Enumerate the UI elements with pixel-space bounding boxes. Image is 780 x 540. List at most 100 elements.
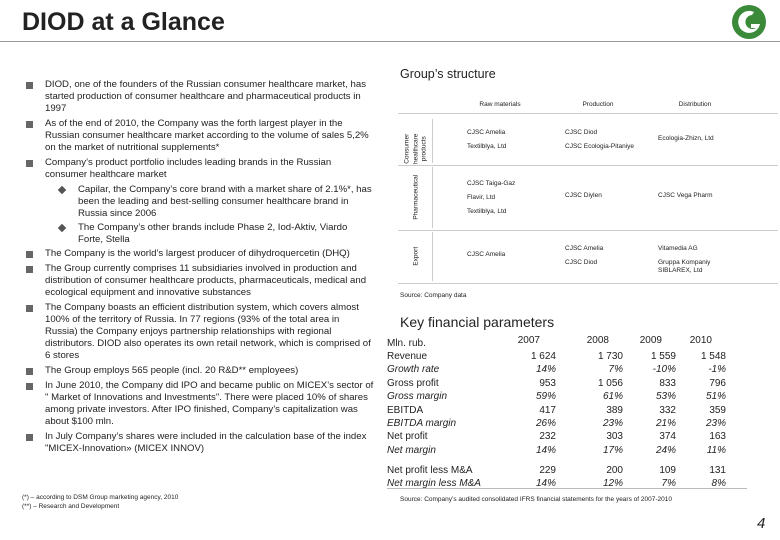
divider — [398, 283, 778, 284]
company: CJSC Diylen — [565, 191, 602, 199]
bullet-text: The Group currently comprises 11 subsidi… — [45, 263, 367, 298]
row-label: Gross profit — [387, 377, 439, 389]
bullet: The Company boasts an efficient distribu… — [22, 302, 374, 362]
cell: 61% — [602, 391, 623, 403]
year: 2008 — [586, 335, 609, 346]
cell: 1 730 — [597, 351, 623, 362]
sub-bullet: Capilar, the Company’s core brand with a… — [52, 184, 374, 220]
bullet-marker — [26, 266, 33, 273]
cell: 953 — [539, 377, 556, 389]
bullet: The Group employs 565 people (incl. 20 R… — [22, 365, 374, 377]
bullet-text: The Company is the world’s largest produ… — [45, 248, 350, 259]
company: Vitamedia AG — [658, 244, 698, 252]
row-label: Net margin less M&A — [387, 478, 481, 490]
bullet-marker — [26, 434, 33, 441]
cell: 7% — [661, 478, 676, 490]
financials-source: Source: Company’s audited consolidated I… — [400, 496, 672, 503]
sub-bullet-text: Capilar, the Company’s core brand with a… — [78, 184, 372, 219]
row-label: Net margin — [387, 444, 436, 456]
rule — [387, 488, 747, 489]
cell: 374 — [659, 431, 676, 443]
bullet-text: In July Company’s shares were included i… — [45, 431, 367, 454]
bullet-marker — [26, 368, 33, 375]
divider — [398, 165, 778, 166]
bullet-text: The Company boasts an efficient distribu… — [45, 302, 371, 361]
cell: 23% — [602, 418, 623, 429]
cell: 131 — [709, 465, 726, 476]
cell: 14% — [535, 444, 556, 456]
cell: 303 — [606, 431, 623, 443]
row-divider — [432, 167, 433, 228]
bullet: In June 2010, the Company did IPO and be… — [22, 380, 374, 428]
cell: -1% — [708, 364, 726, 376]
company: CJSC Ecologia-Pitaniye — [565, 143, 635, 150]
row-label: Growth rate — [387, 364, 440, 376]
unit-label: Mln. rub. — [387, 338, 426, 349]
company: CJSC Vega Pharm — [658, 191, 713, 199]
cell: 17% — [602, 444, 623, 456]
company: Textilblya, Ltd — [467, 207, 507, 215]
divider — [398, 230, 778, 231]
title: DIOD at a Glance — [22, 8, 225, 36]
bullet: DIOD, one of the founders of the Russian… — [22, 79, 374, 115]
cell: 14% — [535, 478, 556, 490]
cell: 14% — [535, 364, 556, 376]
bullet-text: The Group employs 565 people (incl. 20 R… — [45, 365, 299, 376]
row-label: Export — [411, 246, 419, 266]
cell: 1 559 — [650, 351, 676, 362]
sub-bullet-marker — [57, 223, 67, 233]
cell: 21% — [655, 418, 676, 429]
structure-source: Source: Company data — [400, 292, 467, 299]
sub-bullet-text: The Company’s other brands include Phase… — [78, 222, 348, 245]
cell: 24% — [655, 444, 676, 456]
company: CJSC Taiga-Gaz — [467, 179, 516, 187]
row-label: EBITDA — [387, 404, 424, 416]
cell: 200 — [606, 465, 623, 476]
cell: 1 548 — [700, 351, 726, 362]
bullet-marker — [26, 251, 33, 258]
cell: 26% — [535, 418, 556, 429]
bullet-marker — [26, 82, 33, 89]
bullet: As of the end of 2010, the Company was t… — [22, 118, 374, 154]
cell: 332 — [659, 404, 676, 416]
cell: 109 — [659, 465, 676, 476]
sub-bullet-marker — [57, 185, 67, 195]
cell: 417 — [539, 404, 556, 416]
cell: 11% — [706, 444, 726, 456]
company: CJSC Amelia — [467, 250, 506, 258]
company: CJSC Amelia — [467, 129, 506, 136]
cell: 8% — [711, 478, 726, 490]
row-label: Net profit less M&A — [387, 465, 473, 476]
column-header: Production — [582, 101, 614, 108]
sub-bullet: The Company’s other brands include Phase… — [52, 222, 374, 246]
column-header: Raw materials — [479, 101, 521, 108]
footnote: (**) – Research and Development — [22, 503, 120, 510]
row-label: Revenue — [387, 351, 428, 362]
row-label: Pharmaceutical — [411, 174, 419, 220]
title-rule — [0, 41, 780, 42]
financials-title: Key financial parameters — [400, 314, 555, 330]
bullet: The Company is the world’s largest produ… — [22, 248, 374, 260]
bullet-list: DIOD, one of the founders of the Russian… — [22, 79, 374, 458]
cell: 53% — [655, 391, 676, 403]
bullet: The Group currently comprises 11 subsidi… — [22, 263, 374, 299]
bullet-text: DIOD, one of the founders of the Russian… — [45, 79, 367, 114]
cell: 1 624 — [530, 351, 556, 362]
bullet-marker — [26, 305, 33, 312]
column-header: Distribution — [678, 101, 712, 108]
company: Textilblya, Ltd — [467, 143, 507, 150]
logo — [732, 5, 766, 39]
row-label: Gross margin — [387, 391, 448, 403]
cell: 12% — [602, 478, 623, 490]
year: 2009 — [639, 335, 662, 346]
cell: 232 — [539, 431, 556, 443]
cell: 229 — [539, 465, 556, 476]
cell: 359 — [709, 404, 726, 416]
bullet-text: In June 2010, the Company did IPO and be… — [45, 380, 374, 427]
cell: -10% — [652, 364, 676, 376]
cell: 796 — [709, 377, 726, 389]
divider — [398, 113, 778, 114]
row-divider — [432, 232, 433, 281]
row-divider — [432, 119, 433, 163]
